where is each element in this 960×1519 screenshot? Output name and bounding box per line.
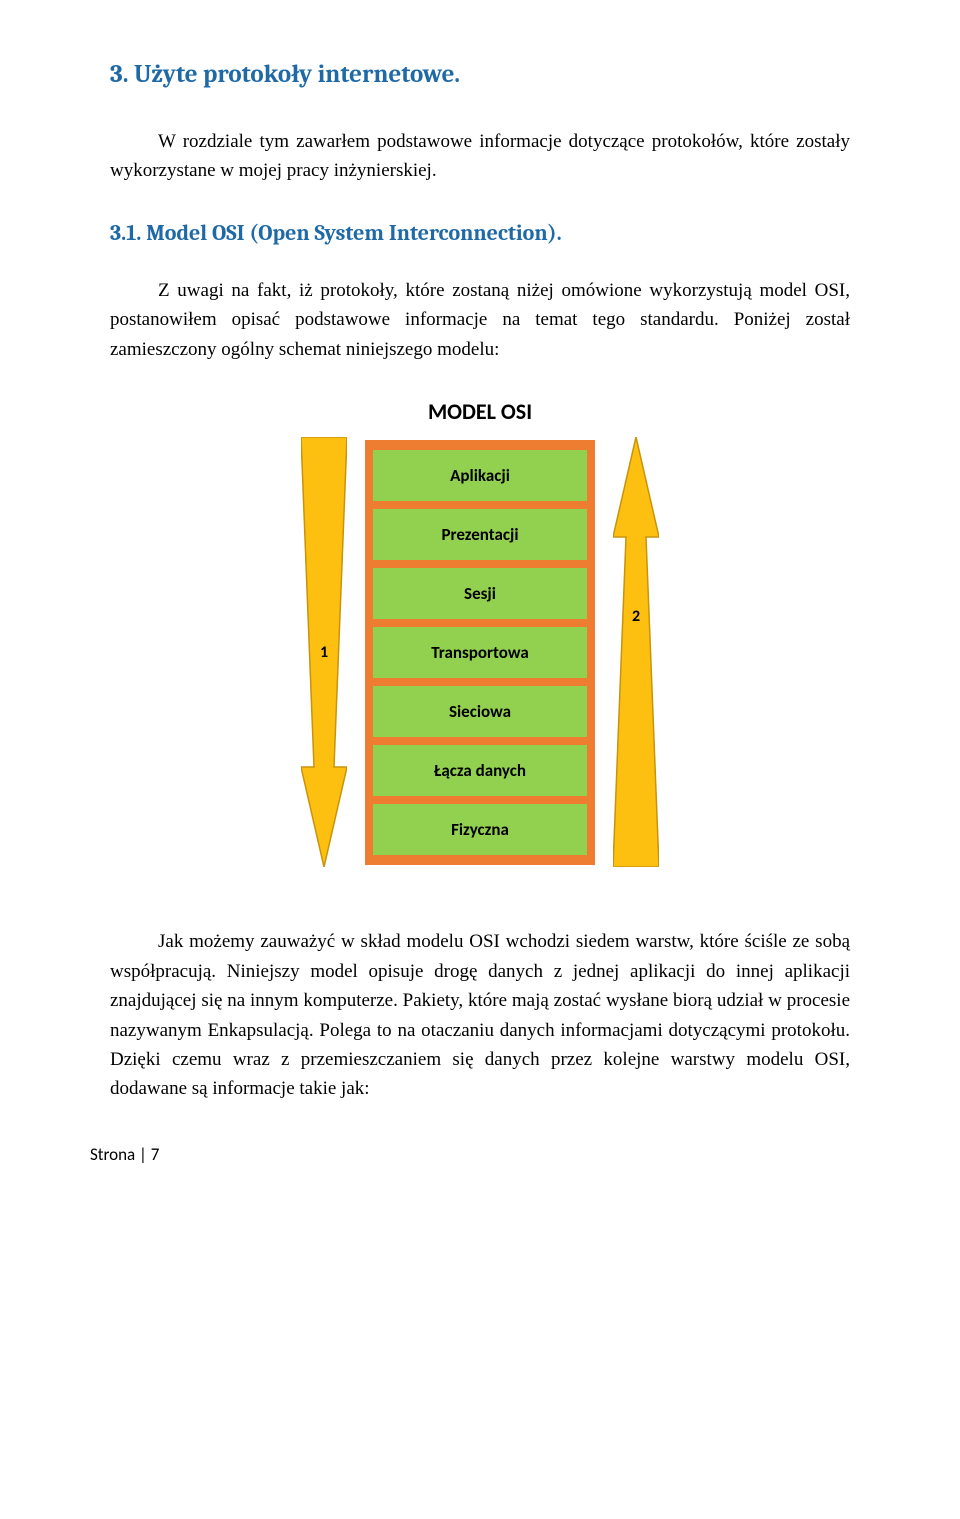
paragraph-3: Jak możemy zauważyć w skład modelu OSI w… bbox=[110, 927, 850, 1104]
osi-stack: Aplikacji Prezentacji Sesji Transportowa… bbox=[365, 440, 595, 865]
osi-layer: Fizyczna bbox=[373, 804, 587, 855]
osi-layer: Prezentacji bbox=[373, 509, 587, 560]
arrow-up: 2 bbox=[613, 437, 659, 867]
osi-layer: Transportowa bbox=[373, 627, 587, 678]
subsection-heading: 3.1. Model OSI (Open System Interconnect… bbox=[110, 220, 850, 246]
section-heading: 3. Użyte protokoły internetowe. bbox=[110, 60, 850, 89]
arrow-down-label: 1 bbox=[320, 643, 328, 662]
osi-diagram: MODEL OSI 1 Aplikacji Prezentacji Sesji … bbox=[110, 398, 850, 867]
osi-layer: Łącza danych bbox=[373, 745, 587, 796]
osi-layer: Sieciowa bbox=[373, 686, 587, 737]
arrow-up-label: 2 bbox=[632, 607, 640, 626]
osi-layer: Sesji bbox=[373, 568, 587, 619]
osi-layer: Aplikacji bbox=[373, 450, 587, 501]
arrow-up-icon bbox=[613, 437, 659, 867]
arrow-down: 1 bbox=[301, 437, 347, 867]
paragraph-1: W rozdziale tym zawarłem podstawowe info… bbox=[110, 127, 850, 186]
page-footer: Strona | 7 bbox=[90, 1144, 850, 1165]
paragraph-2: Z uwagi na fakt, iż protokoły, które zos… bbox=[110, 276, 850, 364]
diagram-title: MODEL OSI bbox=[428, 398, 532, 425]
